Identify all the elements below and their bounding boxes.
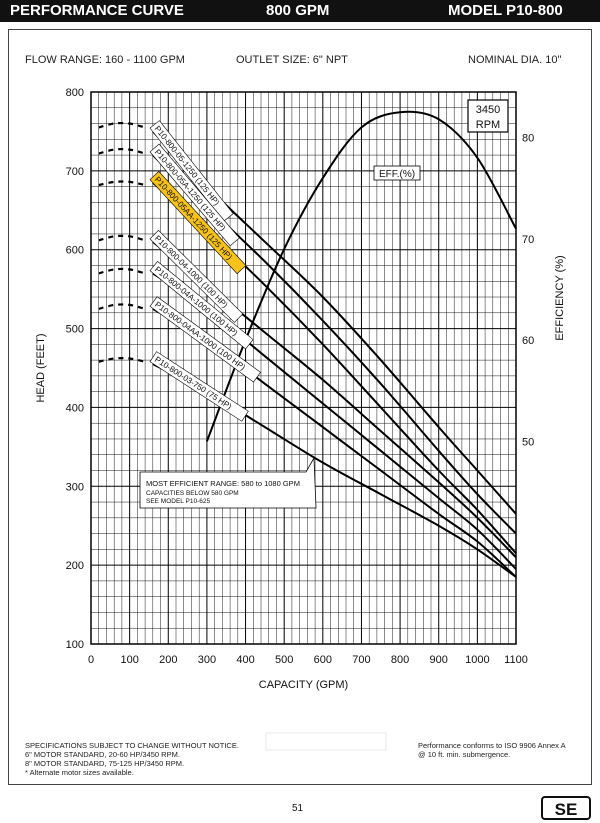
note-line: Performance conforms to ISO 9906 Annex A — [418, 741, 566, 750]
shutoff-stub — [98, 147, 146, 155]
x-tick-label: 400 — [236, 654, 254, 666]
series-label-box — [149, 260, 254, 350]
note-line: * Alternate motor sizes available. — [25, 768, 134, 777]
y2-tick-label: 50 — [522, 436, 534, 448]
x-tick-label: 1100 — [504, 654, 528, 666]
x-tick-label: 1000 — [465, 654, 489, 666]
y2-tick-label: 80 — [522, 133, 534, 145]
header-title: PERFORMANCE CURVE — [10, 2, 184, 19]
rpm-box — [467, 99, 509, 133]
x-tick-label: 700 — [352, 654, 370, 666]
series-label-box — [149, 143, 240, 247]
y-tick-label: 400 — [66, 402, 84, 414]
x-tick-label: 900 — [430, 654, 448, 666]
shutoff-stub — [98, 267, 146, 275]
efficiency-label-box — [373, 165, 421, 181]
plot-border — [90, 91, 517, 645]
page-number: 51 — [292, 803, 304, 814]
shutoff-stub — [98, 234, 146, 242]
shutoff-stub — [98, 357, 146, 363]
y-tick-label: 100 — [66, 639, 84, 651]
y2-tick-label: 60 — [522, 335, 534, 347]
efficiency-label: EFF.(%) — [379, 169, 415, 180]
note-line: 8" MOTOR STANDARD, 75-125 HP/3450 RPM. — [25, 759, 185, 768]
note-line: @ 10 ft. min. submergence. — [418, 750, 511, 759]
header-bar: PERFORMANCE CURVE 800 GPM MODEL P10-800 — [0, 0, 600, 22]
series-label-box — [149, 171, 247, 275]
note-line: 6" MOTOR STANDARD, 20-60 HP/3450 RPM. — [25, 750, 180, 759]
outlet-size: OUTLET SIZE: 6" NPT — [236, 54, 348, 66]
nominal-diameter: NOMINAL DIA. 10" — [468, 54, 562, 66]
shutoff-stub — [98, 303, 146, 310]
y-tick-label: 500 — [66, 324, 84, 336]
y-tick-label: 300 — [66, 481, 84, 493]
y2-tick-label: 70 — [522, 234, 534, 246]
annotation-title: MOST EFFICIENT RANGE: 580 to 1080 GPM — [146, 479, 300, 488]
x-tick-label: 800 — [391, 654, 409, 666]
y2-axis-label: EFFICIENCY (%) — [554, 255, 566, 340]
shutoff-stub — [98, 121, 146, 129]
x-tick-label: 600 — [314, 654, 332, 666]
header-capacity: 800 GPM — [266, 2, 330, 19]
rpm-value: 3450 — [476, 104, 500, 116]
x-tick-label: 200 — [159, 654, 177, 666]
header-model: MODEL P10-800 — [448, 2, 563, 19]
x-tick-label: 100 — [120, 654, 138, 666]
footer-blank-box — [265, 732, 387, 751]
x-tick-label: 500 — [275, 654, 293, 666]
x-axis-label: CAPACITY (GPM) — [259, 679, 348, 691]
note-line: SPECIFICATIONS SUBJECT TO CHANGE WITHOUT… — [25, 741, 239, 750]
notes-left: SPECIFICATIONS SUBJECT TO CHANGE WITHOUT… — [25, 741, 239, 777]
y-axis-label: HEAD (FEET) — [35, 333, 47, 402]
x-tick-label: 0 — [88, 654, 94, 666]
y-tick-label: 700 — [66, 166, 84, 178]
annotation-line: SEE MODEL P10-625 — [146, 498, 210, 505]
series-label-box — [149, 120, 234, 222]
y-tick-label: 200 — [66, 560, 84, 572]
annotation-line: CAPACITIES BELOW 580 GPM — [146, 490, 239, 497]
series-label-box — [149, 351, 249, 422]
efficiency-curve — [205, 110, 517, 442]
series-label-box — [149, 229, 244, 323]
notes-right: Performance conforms to ISO 9906 Annex A… — [418, 741, 566, 759]
flow-range: FLOW RANGE: 160 - 1100 GPM — [25, 54, 185, 66]
y-tick-label: 800 — [66, 87, 84, 99]
series-label-box — [149, 296, 261, 383]
annotation-box — [139, 456, 317, 509]
y-tick-label: 600 — [66, 245, 84, 257]
rpm-unit: RPM — [476, 119, 500, 131]
x-tick-label: 300 — [198, 654, 216, 666]
brand-logo: SE — [541, 796, 591, 820]
shutoff-stub — [98, 180, 146, 187]
